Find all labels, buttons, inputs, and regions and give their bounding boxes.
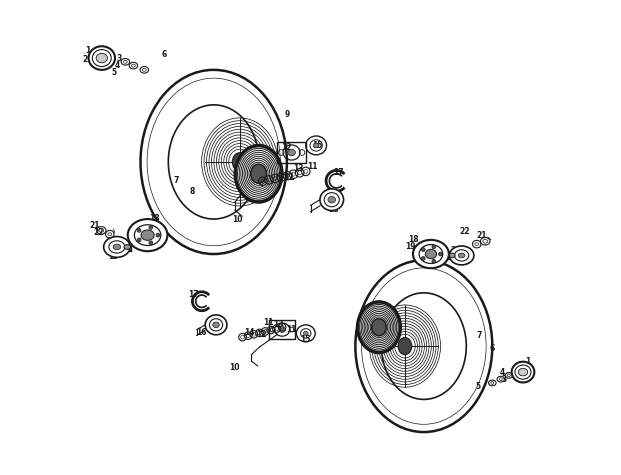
Text: 11: 11 [286, 325, 297, 334]
Text: 17: 17 [333, 168, 344, 177]
Text: 17: 17 [188, 290, 199, 299]
Ellipse shape [156, 233, 160, 237]
Ellipse shape [304, 332, 308, 335]
Ellipse shape [432, 259, 436, 263]
Ellipse shape [89, 46, 115, 70]
Text: 1: 1 [525, 357, 530, 366]
Text: 7: 7 [477, 331, 483, 340]
Text: 16: 16 [196, 328, 206, 337]
Ellipse shape [512, 361, 534, 382]
Text: 11: 11 [284, 173, 294, 182]
Ellipse shape [413, 240, 449, 268]
Text: 2: 2 [519, 370, 525, 379]
Text: 9: 9 [284, 110, 289, 119]
Text: 8: 8 [363, 311, 369, 320]
Ellipse shape [137, 228, 141, 232]
Ellipse shape [137, 238, 141, 242]
Text: 11: 11 [263, 318, 273, 327]
Text: 21: 21 [89, 221, 99, 230]
Text: 14: 14 [244, 328, 255, 337]
Ellipse shape [205, 315, 227, 335]
Ellipse shape [320, 189, 343, 210]
Text: 1: 1 [85, 47, 90, 56]
Ellipse shape [235, 145, 283, 202]
Text: 3: 3 [117, 54, 122, 63]
Ellipse shape [450, 246, 474, 265]
Ellipse shape [251, 164, 266, 183]
Text: 20: 20 [105, 245, 116, 254]
Ellipse shape [519, 368, 528, 376]
Ellipse shape [149, 226, 153, 229]
Text: 11: 11 [307, 162, 317, 171]
Text: 6: 6 [161, 50, 166, 59]
Ellipse shape [458, 253, 465, 258]
Text: 19: 19 [108, 252, 119, 261]
Text: 22: 22 [459, 228, 469, 237]
Ellipse shape [422, 247, 425, 251]
Text: 2: 2 [82, 55, 88, 64]
Text: 4: 4 [114, 61, 119, 70]
Text: 10: 10 [232, 215, 243, 224]
Ellipse shape [432, 245, 436, 249]
Text: 19: 19 [406, 242, 416, 251]
Text: 13: 13 [273, 320, 284, 329]
Ellipse shape [314, 143, 319, 148]
Text: 10: 10 [229, 363, 239, 372]
Text: 6: 6 [490, 344, 495, 353]
Text: 18: 18 [408, 235, 419, 244]
Ellipse shape [398, 338, 412, 355]
Text: 15: 15 [301, 334, 311, 343]
Text: 15: 15 [312, 141, 323, 150]
Ellipse shape [124, 245, 130, 249]
Ellipse shape [425, 249, 437, 259]
Ellipse shape [357, 302, 401, 353]
Text: 12: 12 [256, 330, 266, 339]
Ellipse shape [232, 153, 247, 171]
Ellipse shape [450, 253, 455, 258]
Text: 14: 14 [266, 170, 276, 179]
Ellipse shape [422, 256, 425, 260]
Ellipse shape [149, 241, 153, 245]
Text: 3: 3 [502, 375, 507, 384]
Ellipse shape [288, 149, 296, 156]
Ellipse shape [140, 70, 287, 254]
Text: 4: 4 [500, 368, 505, 377]
Ellipse shape [279, 327, 286, 332]
Text: 13: 13 [294, 163, 304, 172]
Text: 8: 8 [190, 187, 195, 196]
Ellipse shape [213, 322, 219, 328]
Text: 18: 18 [150, 214, 160, 223]
Ellipse shape [96, 53, 107, 63]
Text: 20: 20 [451, 246, 461, 255]
Text: 5: 5 [476, 382, 481, 391]
Text: 22: 22 [94, 228, 104, 238]
Ellipse shape [372, 319, 386, 336]
Ellipse shape [104, 237, 130, 257]
Text: 12: 12 [282, 143, 292, 152]
Text: 9: 9 [366, 319, 372, 328]
Ellipse shape [113, 244, 120, 250]
Ellipse shape [438, 252, 442, 256]
Text: 5: 5 [112, 68, 117, 77]
Text: 21: 21 [476, 231, 487, 240]
Ellipse shape [355, 260, 492, 432]
Ellipse shape [141, 230, 154, 240]
Ellipse shape [328, 197, 335, 203]
Ellipse shape [128, 219, 168, 251]
Text: 16: 16 [328, 205, 338, 214]
Text: 7: 7 [173, 176, 179, 185]
